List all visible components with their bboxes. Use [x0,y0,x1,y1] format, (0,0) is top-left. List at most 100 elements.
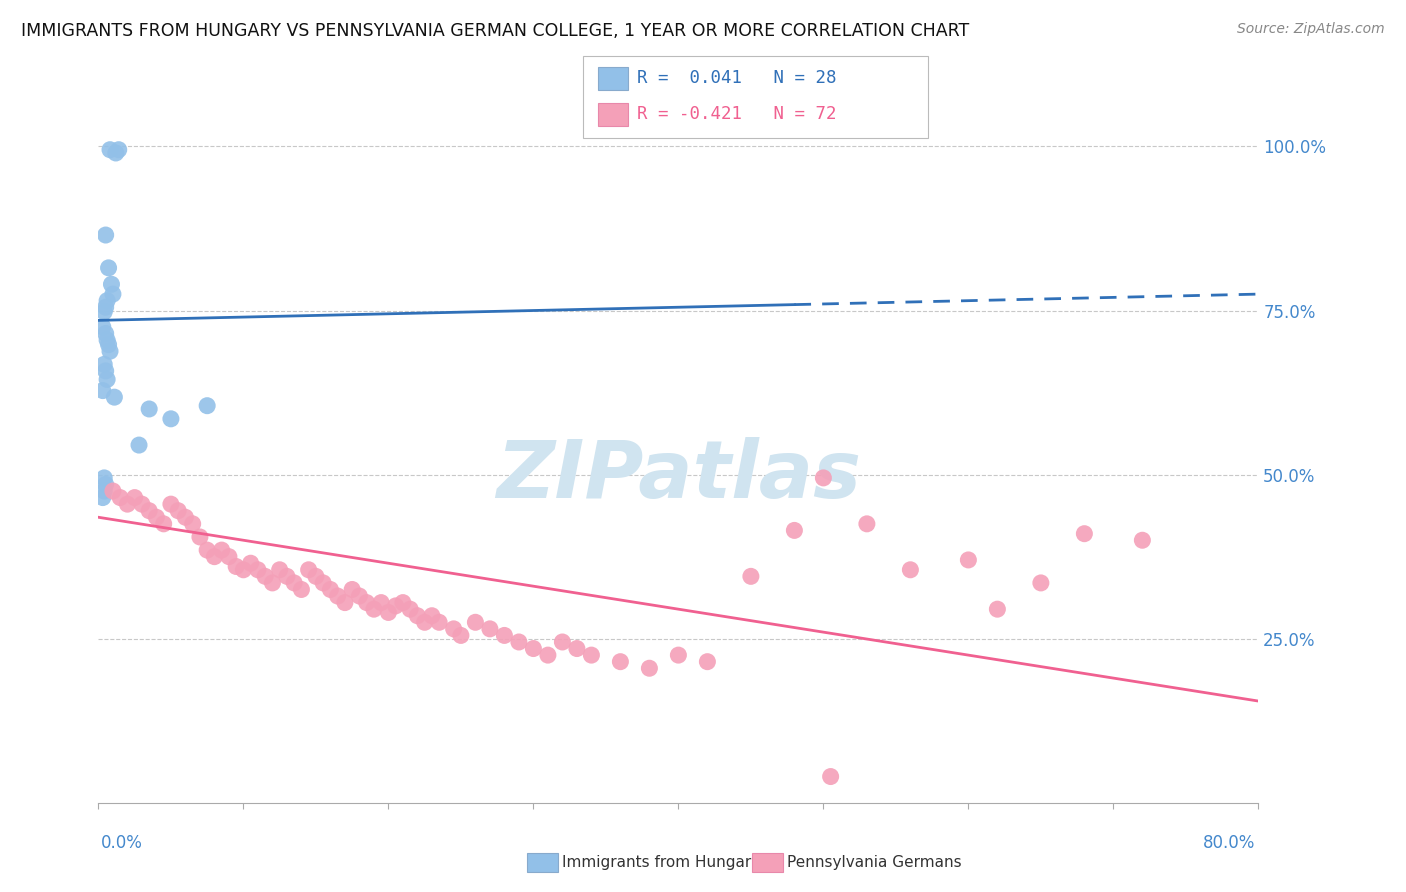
Point [349,589,371,603]
Point [399,602,422,616]
Point [508,635,530,649]
Point [93,483,115,498]
Point [101,483,124,498]
Point [957,553,980,567]
Point [108,491,131,505]
Point [96,372,118,386]
Point [494,628,516,642]
Point [522,641,544,656]
Point [269,563,291,577]
Point [97,337,120,351]
Point [93,357,115,371]
Point [107,143,129,157]
Point [100,277,122,292]
Point [262,575,284,590]
Point [900,563,922,577]
Point [94,326,117,341]
Point [138,401,160,416]
Point [218,549,240,564]
Point [138,504,160,518]
Point [152,516,174,531]
Text: R =  0.041   N = 28: R = 0.041 N = 28 [637,70,837,87]
Point [94,227,117,242]
Point [232,563,254,577]
Point [128,438,150,452]
Point [813,471,835,485]
Point [94,477,117,491]
Point [312,575,335,590]
Point [377,606,399,620]
Point [696,655,718,669]
Point [450,628,472,642]
Point [131,497,153,511]
Point [420,608,443,623]
Point [246,563,269,577]
Point [986,602,1008,616]
Point [276,569,298,583]
Point [638,661,661,675]
Point [98,143,121,157]
Point [478,622,501,636]
Text: 80.0%: 80.0% [1204,834,1256,852]
Point [820,770,842,784]
Point [384,599,406,613]
Point [609,655,631,669]
Point [290,582,312,597]
Point [392,596,415,610]
Point [443,622,465,636]
Point [565,641,588,656]
Point [93,305,115,319]
Point [581,648,603,662]
Point [195,543,218,558]
Text: IMMIGRANTS FROM HUNGARY VS PENNSYLVANIA GERMAN COLLEGE, 1 YEAR OR MORE CORRELATI: IMMIGRANTS FROM HUNGARY VS PENNSYLVANIA … [21,22,969,40]
Point [145,510,167,524]
Point [96,333,118,347]
Text: Pennsylvania Germans: Pennsylvania Germans [787,855,962,870]
Point [1073,526,1095,541]
Point [340,582,363,597]
Point [1130,533,1153,548]
Point [406,608,429,623]
Point [225,559,247,574]
Point [91,320,114,334]
Point [363,602,385,616]
Point [326,589,349,603]
Text: Source: ZipAtlas.com: Source: ZipAtlas.com [1237,22,1385,37]
Point [305,569,328,583]
Point [413,615,436,630]
Point [1029,575,1052,590]
Point [283,575,305,590]
Point [174,510,197,524]
Point [117,497,139,511]
Text: 0.0%: 0.0% [101,834,143,852]
Point [188,530,211,544]
Point [356,596,378,610]
Point [181,516,204,531]
Point [103,390,125,404]
Point [537,648,560,662]
Point [298,563,321,577]
Point [94,300,117,314]
Point [91,491,114,505]
Text: ZIPatlas: ZIPatlas [496,437,860,515]
Point [666,648,689,662]
Point [94,364,117,378]
Point [204,549,226,564]
Point [239,556,262,570]
Point [551,635,574,649]
Point [740,569,762,583]
Point [104,146,127,161]
Point [333,596,356,610]
Text: R = -0.421   N = 72: R = -0.421 N = 72 [637,105,837,123]
Point [98,344,121,359]
Point [427,615,450,630]
Point [93,471,115,485]
Point [370,596,392,610]
Point [254,569,277,583]
Point [319,582,342,597]
Text: Immigrants from Hungary: Immigrants from Hungary [562,855,761,870]
Point [167,504,190,518]
Point [160,497,183,511]
Point [464,615,486,630]
Point [211,543,233,558]
